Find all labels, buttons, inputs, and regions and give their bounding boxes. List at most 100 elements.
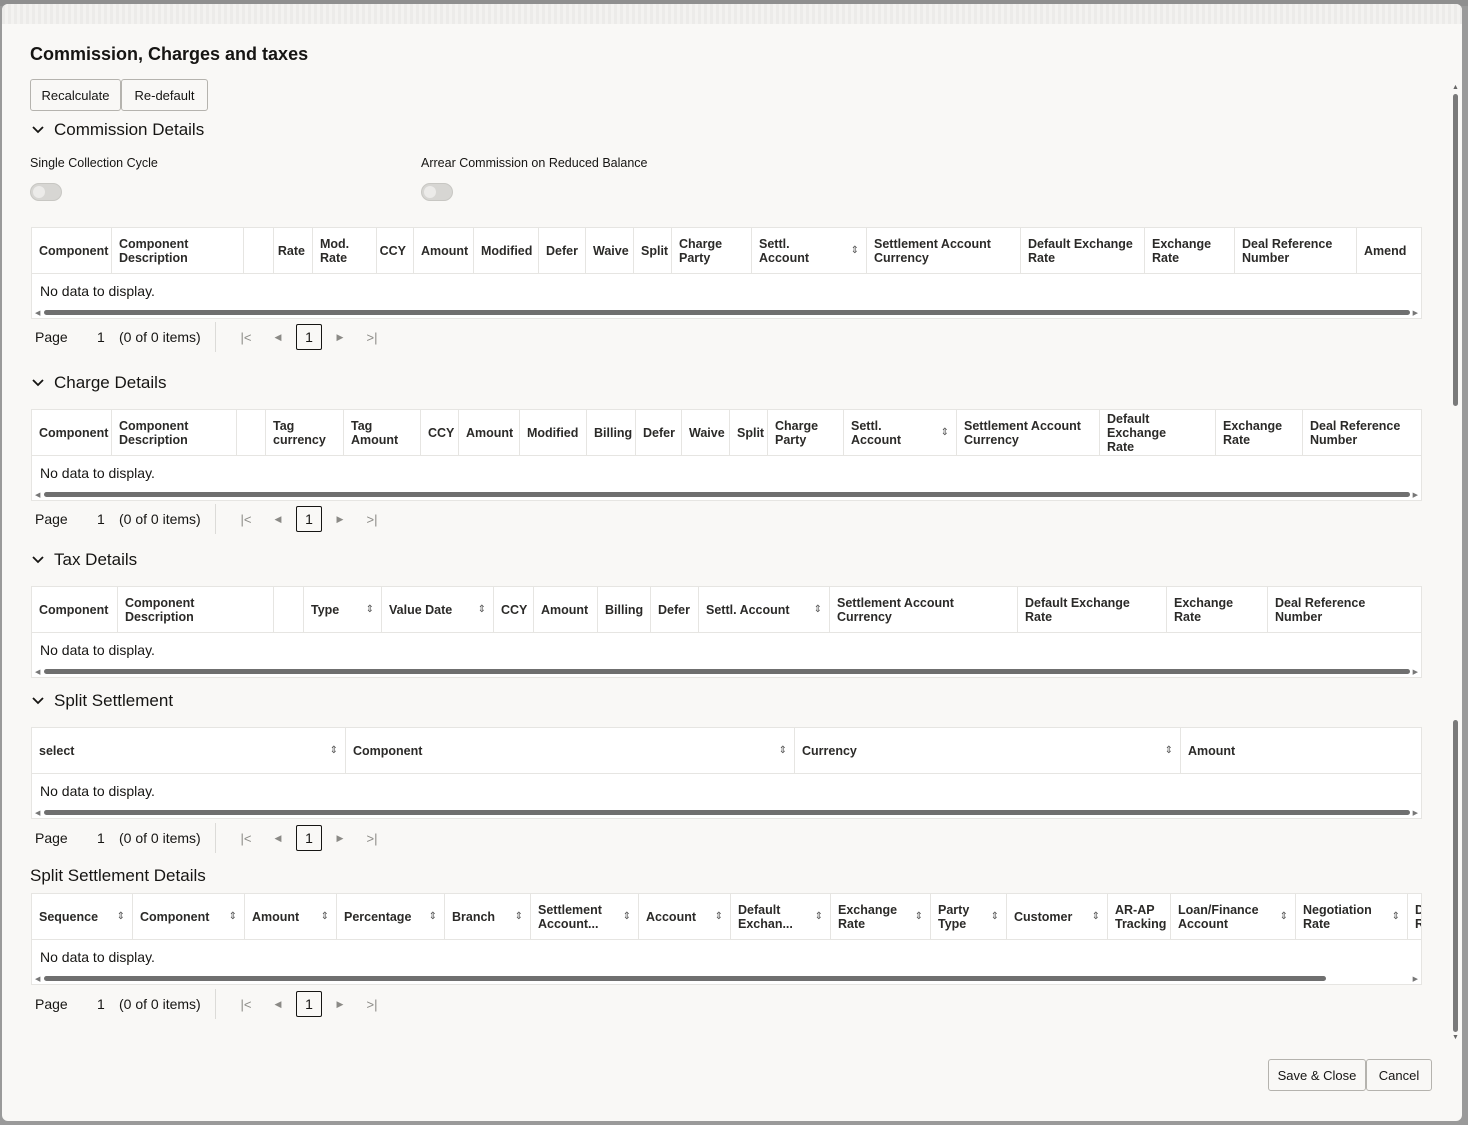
scroll-right-icon[interactable]: ▶ (1412, 492, 1418, 499)
column-header[interactable]: Component Description (112, 410, 237, 455)
sort-icon[interactable]: ⇕ (714, 910, 723, 922)
column-header[interactable]: Split (634, 228, 672, 273)
sort-icon[interactable]: ⇕ (1164, 744, 1173, 756)
sort-icon[interactable]: ⇕ (228, 910, 237, 922)
last-page-icon[interactable]: >| (366, 996, 378, 1012)
column-header[interactable]: Tag Amount (344, 410, 421, 455)
column-header[interactable]: Deal Reference Number (1235, 228, 1357, 273)
sort-icon[interactable]: ⇕ (778, 744, 787, 756)
column-header[interactable]: Settl. Account ⇕ (752, 228, 867, 273)
sort-icon[interactable]: ⇕ (850, 244, 859, 256)
sort-icon[interactable]: ⇕ (320, 910, 329, 922)
sort-icon[interactable]: ⇕ (622, 910, 631, 922)
prev-page-icon[interactable]: ◀ (274, 331, 282, 342)
column-header[interactable]: Modified (520, 410, 587, 455)
column-header[interactable]: select ⇕ (32, 728, 346, 773)
scrollbar-thumb[interactable] (1453, 720, 1458, 1032)
horizontal-scrollbar[interactable]: ◀ ▶ (32, 490, 1421, 500)
column-header[interactable]: Amount ⇕ (245, 894, 337, 939)
first-page-icon[interactable]: |< (240, 329, 252, 345)
single-collection-cycle-toggle[interactable] (30, 183, 62, 201)
cancel-button[interactable]: Cancel (1366, 1059, 1432, 1091)
current-page-button[interactable]: 1 (296, 991, 322, 1017)
column-header[interactable]: Default Exchange Rate (1018, 587, 1167, 632)
sort-icon[interactable]: ⇕ (914, 910, 923, 922)
scroll-down-icon[interactable]: ▼ (1452, 1034, 1459, 1041)
sort-icon[interactable]: ⇕ (428, 910, 437, 922)
sort-icon[interactable]: ⇕ (365, 603, 374, 615)
arrear-commission-toggle[interactable] (421, 183, 453, 201)
prev-page-icon[interactable]: ◀ (274, 513, 282, 524)
column-header[interactable]: CCY (421, 410, 459, 455)
column-header[interactable]: Branch ⇕ (445, 894, 531, 939)
scrollbar-thumb[interactable] (44, 669, 1410, 674)
scroll-left-icon[interactable]: ◀ (35, 810, 41, 817)
split-settlement-header[interactable]: Split Settlement (30, 691, 173, 711)
column-header[interactable]: Default Exchange Rate (1021, 228, 1145, 273)
sort-icon[interactable]: ⇕ (1391, 910, 1400, 922)
column-header[interactable]: Settl. Account ⇕ (699, 587, 830, 632)
commission-details-header[interactable]: Commission Details (30, 120, 204, 140)
column-header[interactable]: Rate (274, 228, 313, 273)
column-header[interactable]: Mod. Rate (313, 228, 377, 273)
sort-icon[interactable]: ⇕ (940, 426, 949, 438)
last-page-icon[interactable]: >| (366, 329, 378, 345)
scrollbar-thumb[interactable] (44, 976, 1326, 981)
column-header[interactable]: Currency ⇕ (795, 728, 1181, 773)
column-header[interactable]: Amount (414, 228, 474, 273)
sort-icon[interactable]: ⇕ (1091, 910, 1100, 922)
scroll-right-icon[interactable]: ▶ (1412, 810, 1418, 817)
scroll-right-icon[interactable]: ▶ (1412, 976, 1418, 983)
column-header[interactable]: Charge Party (768, 410, 844, 455)
column-header[interactable]: Component (32, 587, 118, 632)
column-header[interactable]: Charge Party (672, 228, 752, 273)
last-page-icon[interactable]: >| (366, 511, 378, 527)
sort-icon[interactable]: ⇕ (514, 910, 523, 922)
column-header[interactable]: Default Exchan... ⇕ (731, 894, 831, 939)
next-page-icon[interactable]: ▶ (336, 513, 344, 524)
sort-icon[interactable]: ⇕ (813, 603, 822, 615)
column-header[interactable]: Negotiation Rate ⇕ (1296, 894, 1408, 939)
column-header[interactable]: Amount (459, 410, 520, 455)
scrollbar-thumb[interactable] (44, 810, 1410, 815)
column-header[interactable]: Waive (682, 410, 730, 455)
column-header[interactable]: Component Description (112, 228, 244, 273)
column-header[interactable]: Modified (474, 228, 539, 273)
column-header[interactable]: Billing (598, 587, 651, 632)
column-header[interactable]: Settlement Account... ⇕ (531, 894, 639, 939)
sort-icon[interactable]: ⇕ (1279, 910, 1288, 922)
first-page-icon[interactable]: |< (240, 511, 252, 527)
column-header[interactable]: Waive (586, 228, 634, 273)
first-page-icon[interactable]: |< (240, 830, 252, 846)
column-header[interactable]: Component Description (118, 587, 274, 632)
scroll-right-icon[interactable]: ▶ (1412, 669, 1418, 676)
horizontal-scrollbar[interactable]: ◀ ▶ (32, 308, 1421, 318)
scroll-left-icon[interactable]: ◀ (35, 976, 41, 983)
next-page-icon[interactable]: ▶ (336, 832, 344, 843)
column-header[interactable]: Default Exchange Rate (1100, 410, 1216, 455)
column-header[interactable]: Tag currency (266, 410, 344, 455)
prev-page-icon[interactable]: ◀ (274, 832, 282, 843)
scroll-right-icon[interactable]: ▶ (1412, 310, 1418, 317)
column-header[interactable]: Party Type ⇕ (931, 894, 1007, 939)
horizontal-scrollbar[interactable]: ◀ ▶ (32, 974, 1421, 984)
current-page-button[interactable]: 1 (296, 506, 322, 532)
column-header[interactable]: Defer (651, 587, 699, 632)
horizontal-scrollbar[interactable]: ◀ ▶ (32, 808, 1421, 818)
scroll-left-icon[interactable]: ◀ (35, 492, 41, 499)
column-header[interactable]: Deal Reference Number (1275, 595, 1366, 624)
column-header[interactable]: Defer (636, 410, 682, 455)
column-header[interactable]: CCY (377, 228, 414, 273)
column-header[interactable]: Value Date ⇕ (382, 587, 494, 632)
prev-page-icon[interactable]: ◀ (274, 998, 282, 1009)
column-header[interactable]: Split (730, 410, 768, 455)
column-header[interactable]: CCY (494, 587, 534, 632)
column-header[interactable]: Component ⇕ (133, 894, 245, 939)
column-header[interactable]: Account ⇕ (639, 894, 731, 939)
vertical-scrollbar[interactable]: ▲ ▼ (1452, 84, 1460, 1044)
column-header[interactable]: Amount (534, 587, 598, 632)
column-header[interactable]: Customer ⇕ (1007, 894, 1108, 939)
column-header[interactable]: Percentage ⇕ (337, 894, 445, 939)
column-header[interactable]: D R (1408, 894, 1421, 939)
scroll-left-icon[interactable]: ◀ (35, 669, 41, 676)
